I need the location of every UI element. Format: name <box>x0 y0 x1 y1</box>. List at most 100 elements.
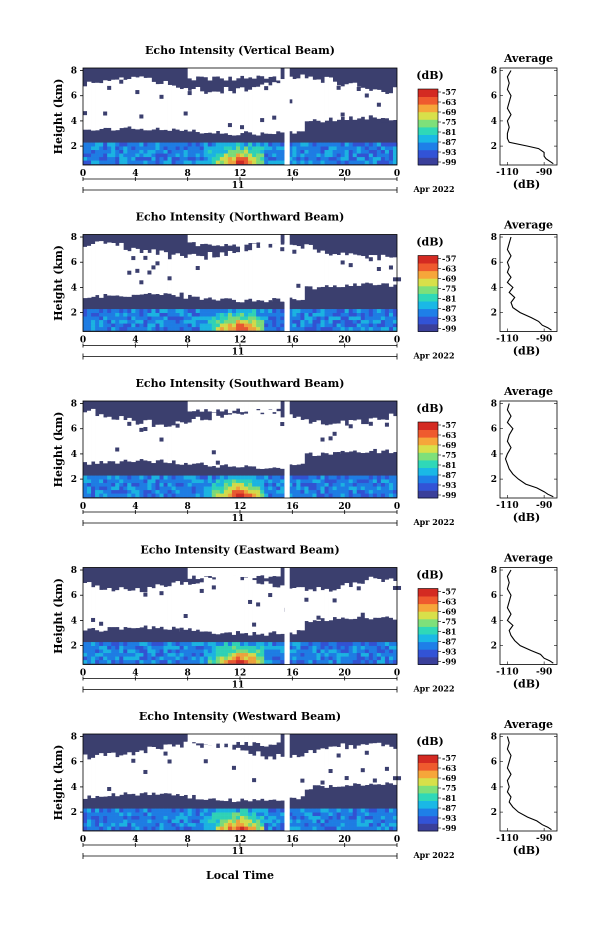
echo-cell <box>344 819 350 824</box>
echo-cell <box>123 160 128 165</box>
echo-cell <box>328 812 333 817</box>
echo-cell <box>91 815 96 820</box>
echo-cell <box>107 316 112 321</box>
echo-cell <box>376 645 382 650</box>
echo-cell <box>207 822 213 827</box>
no-data-cell <box>340 420 346 454</box>
echo-cell <box>268 326 273 331</box>
echo-cell <box>312 659 317 664</box>
echo-cell <box>328 815 333 820</box>
heatmap <box>83 68 398 165</box>
echo-cell <box>276 489 281 494</box>
no-data-cell <box>304 244 309 287</box>
echo-cell <box>260 475 265 480</box>
echo-cell <box>123 316 128 321</box>
no-data-cell <box>159 83 164 131</box>
echo-cell <box>131 482 136 487</box>
echo-cell <box>300 652 305 657</box>
echo-cell <box>127 309 132 314</box>
echo-cell <box>352 822 358 827</box>
echo-cell <box>292 656 297 661</box>
echo-cell <box>235 309 241 314</box>
echo-cell <box>211 826 217 831</box>
echo-cell <box>340 826 346 831</box>
echo-cell <box>159 659 164 664</box>
no-data-cell <box>328 255 333 288</box>
echo-cell <box>256 316 261 321</box>
no-data-cell <box>248 234 253 244</box>
echo-cell <box>83 642 88 647</box>
echo-cell <box>392 319 398 324</box>
echo-patch <box>276 131 285 136</box>
echo-cell <box>244 652 249 657</box>
x-tick-label: 16 <box>286 835 299 845</box>
echo-cell <box>179 826 185 831</box>
echo-cell <box>95 656 100 661</box>
no-data-cell <box>264 759 269 801</box>
no-data-cell <box>195 745 201 800</box>
echo-cell <box>179 645 185 650</box>
echo-cell <box>155 642 160 647</box>
echo-cell <box>332 326 338 331</box>
echo-cell <box>207 652 213 657</box>
echo-cell <box>203 815 209 820</box>
echo-cell <box>139 819 144 824</box>
no-data-cell <box>207 734 213 746</box>
echo-cell <box>115 812 120 817</box>
echo-cell <box>296 812 301 817</box>
echo-cell <box>135 656 140 661</box>
no-data-cell <box>179 584 185 632</box>
echo-cell <box>252 326 257 331</box>
no-data-cell <box>99 589 104 632</box>
echo-cell <box>183 645 189 650</box>
echo-cell <box>340 645 346 650</box>
echo-cell <box>147 482 152 487</box>
echo-patch <box>344 776 353 781</box>
echo-cell <box>111 146 116 151</box>
no-data-cell <box>83 246 88 299</box>
no-data-cell <box>268 583 273 633</box>
echo-cell <box>264 160 269 165</box>
echo-cell <box>83 153 88 158</box>
echo-cell <box>292 819 297 824</box>
echo-cell <box>171 652 176 657</box>
colorbar-tick-label: -87 <box>442 137 456 147</box>
no-data-cell <box>183 423 189 463</box>
echo-cell <box>219 326 225 331</box>
echo-cell <box>215 645 221 650</box>
x-tick-label: 20 <box>338 669 351 679</box>
y-tick-label: 6 <box>71 92 77 102</box>
echo-cell <box>227 656 233 661</box>
no-data-cell <box>348 83 354 117</box>
no-data-cell <box>348 420 354 452</box>
echo-cell <box>187 808 193 813</box>
echo-cell <box>368 819 374 824</box>
echo-cell <box>135 652 140 657</box>
echo-cell <box>83 822 88 827</box>
echo-cell <box>195 819 201 824</box>
colorbar-segment <box>418 777 438 786</box>
echo-cell <box>244 142 249 147</box>
echo-cell <box>304 309 309 314</box>
echo-cell <box>264 659 269 664</box>
echo-cell <box>256 642 261 647</box>
no-data-cell <box>171 582 176 627</box>
echo-cell <box>240 142 245 147</box>
echo-cell <box>203 649 209 654</box>
average-y-tick-label: 6 <box>491 92 497 102</box>
no-data-cell <box>384 256 390 284</box>
echo-cell <box>260 323 265 328</box>
echo-cell <box>83 156 88 161</box>
echo-cell <box>256 319 261 324</box>
echo-cell <box>111 652 116 657</box>
echo-cell <box>107 482 112 487</box>
echo-cell <box>372 309 378 314</box>
echo-cell <box>304 312 309 317</box>
echo-cell <box>344 142 350 147</box>
y-tick-label: 4 <box>71 783 77 793</box>
echo-cell <box>276 316 281 321</box>
echo-cell <box>151 482 156 487</box>
echo-cell <box>340 479 346 484</box>
echo-cell <box>171 149 176 154</box>
echo-cell <box>139 826 144 831</box>
